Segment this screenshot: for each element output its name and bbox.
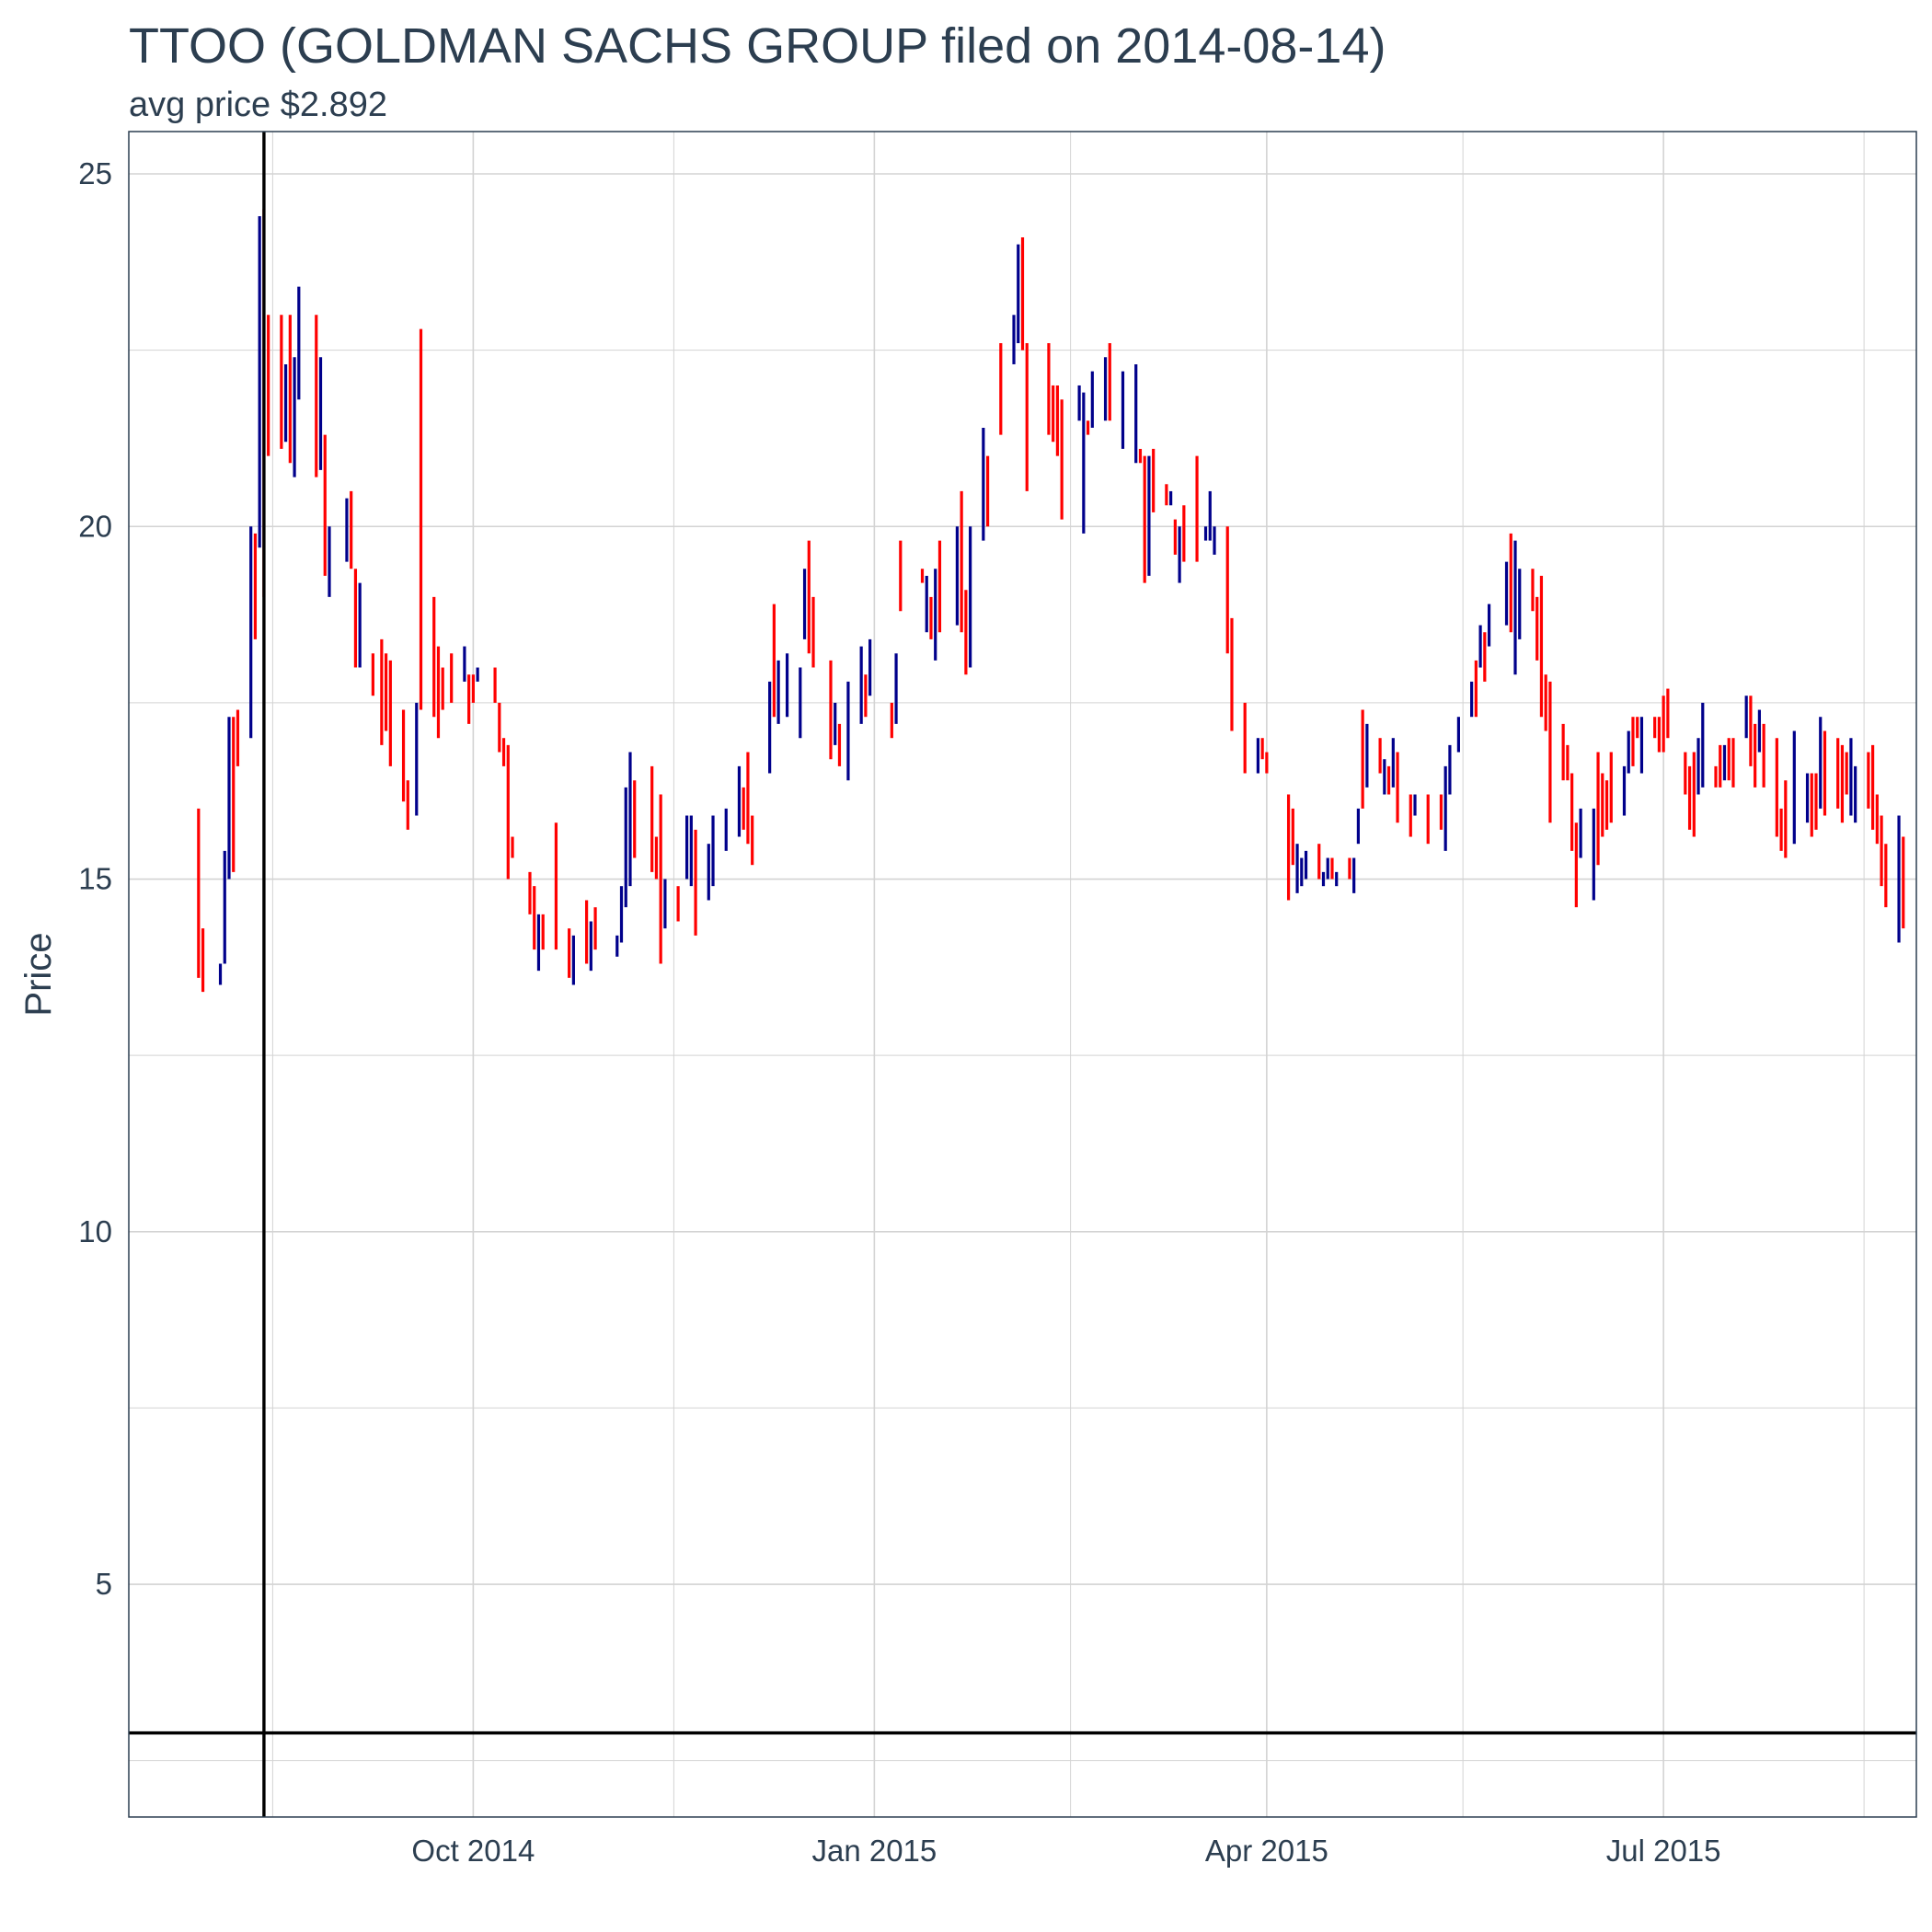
plot-frame [128, 131, 1917, 1818]
reference-lines [129, 132, 1916, 1817]
y-tick-label: 20 [78, 509, 112, 543]
y-tick-label: 5 [96, 1567, 112, 1601]
chart-title: TTOO (GOLDMAN SACHS GROUP filed on 2014-… [129, 18, 1386, 74]
chart-subtitle: avg price $2.892 [129, 86, 387, 124]
y-axis-title: Price [18, 932, 59, 1016]
y-tick-label: 15 [78, 862, 112, 896]
x-tick-label: Jul 2015 [1606, 1834, 1721, 1868]
tick-labels: 5 10 15 20 25 Oct 2014 Jan 2015 Apr 2015 Jul 201… [78, 156, 1720, 1868]
x-tick-label: Apr 2015 [1205, 1834, 1328, 1868]
y-tick-label: 25 [78, 156, 112, 190]
y-tick-label: 10 [78, 1214, 112, 1248]
x-tick-label: Oct 2014 [411, 1834, 535, 1868]
x-tick-label: Jan 2015 [811, 1834, 937, 1868]
price-bars [197, 209, 1905, 993]
grid [129, 132, 1916, 1817]
